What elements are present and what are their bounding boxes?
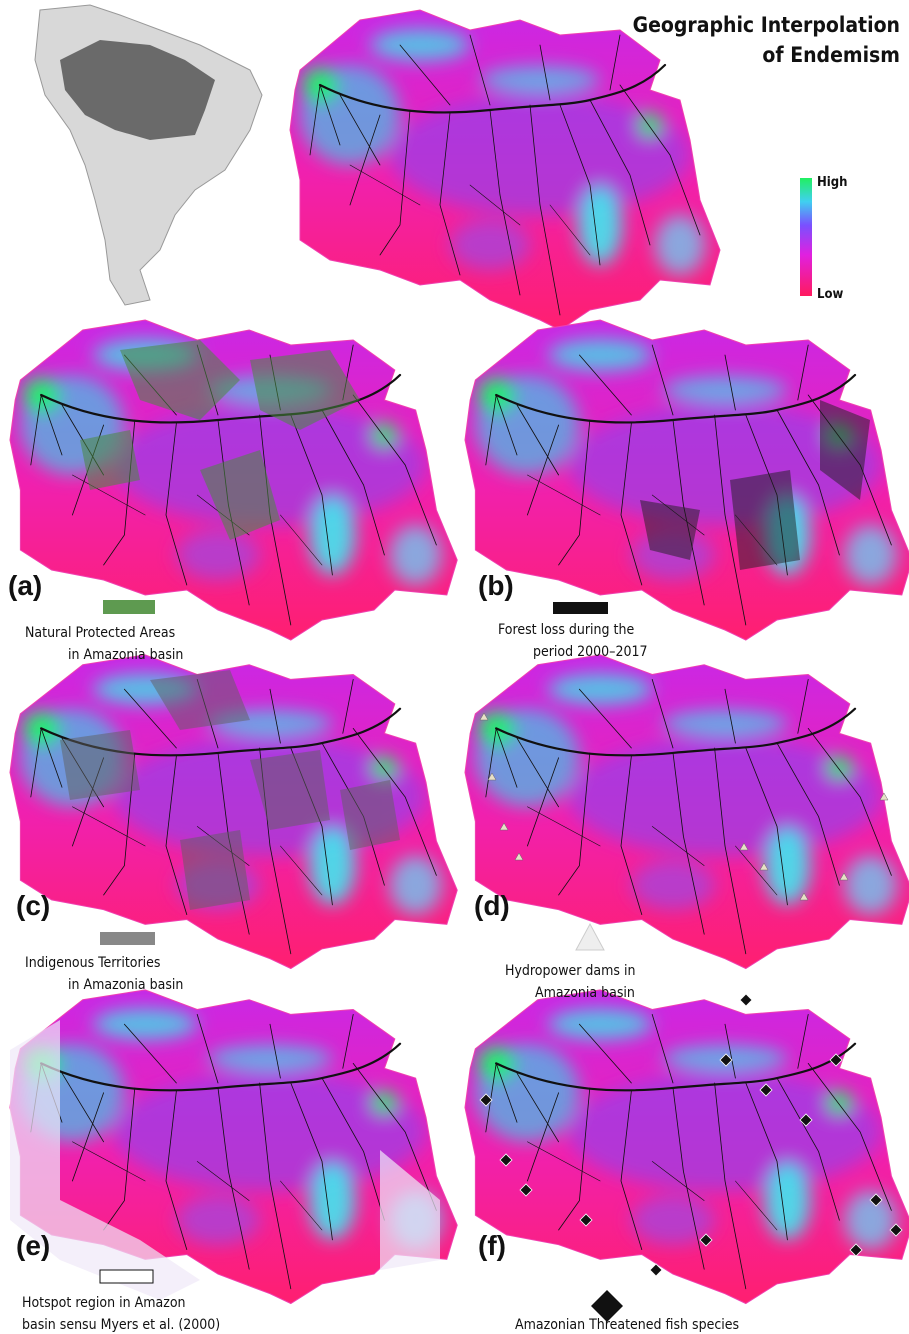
legend-text: Hotspot region in Amazon (22, 1295, 186, 1311)
legend-swatch (100, 1270, 153, 1283)
inset-map (35, 5, 262, 305)
page: {"title": ["Geographic Interpolation", "… (0, 0, 909, 1334)
panel-label: (a) (8, 570, 42, 601)
legend-text: Forest loss during the (498, 622, 634, 638)
legend-swatch (103, 600, 155, 614)
legend-text: Amazonian Threatened fish species (515, 1317, 739, 1333)
map-d (465, 650, 909, 973)
panel-label: (e) (16, 1230, 50, 1261)
title-line: Geographic Interpolation (633, 13, 900, 37)
map-main (290, 5, 730, 335)
legend-text: Amazonia basin (535, 985, 635, 1001)
color-scale (800, 178, 812, 296)
panel-label: (d) (474, 890, 510, 921)
legend-text: basin sensu Myers et al. (2000) (22, 1317, 220, 1333)
legend-text: in Amazonia basin (68, 977, 183, 993)
panel-label: (f) (478, 1230, 506, 1261)
figure: Geographic Interpolation of Endemism Hig… (0, 0, 909, 1334)
panel-label: (c) (16, 890, 50, 921)
legend-text: in Amazonia basin (68, 647, 183, 663)
legend-text: period 2000–2017 (533, 644, 648, 660)
scale-low: Low (817, 287, 843, 302)
legend-swatch (553, 602, 608, 614)
legend-text: Hydropower dams in (505, 963, 635, 979)
scale-high: High (817, 175, 848, 190)
legend-swatch (100, 932, 155, 945)
map-f (465, 985, 909, 1308)
legend-text: Indigenous Territories (25, 955, 160, 971)
legend-text: Natural Protected Areas (25, 625, 175, 641)
panel-label: (b) (478, 570, 514, 601)
legend-swatch (576, 924, 604, 950)
title-line: of Endemism (762, 43, 900, 67)
